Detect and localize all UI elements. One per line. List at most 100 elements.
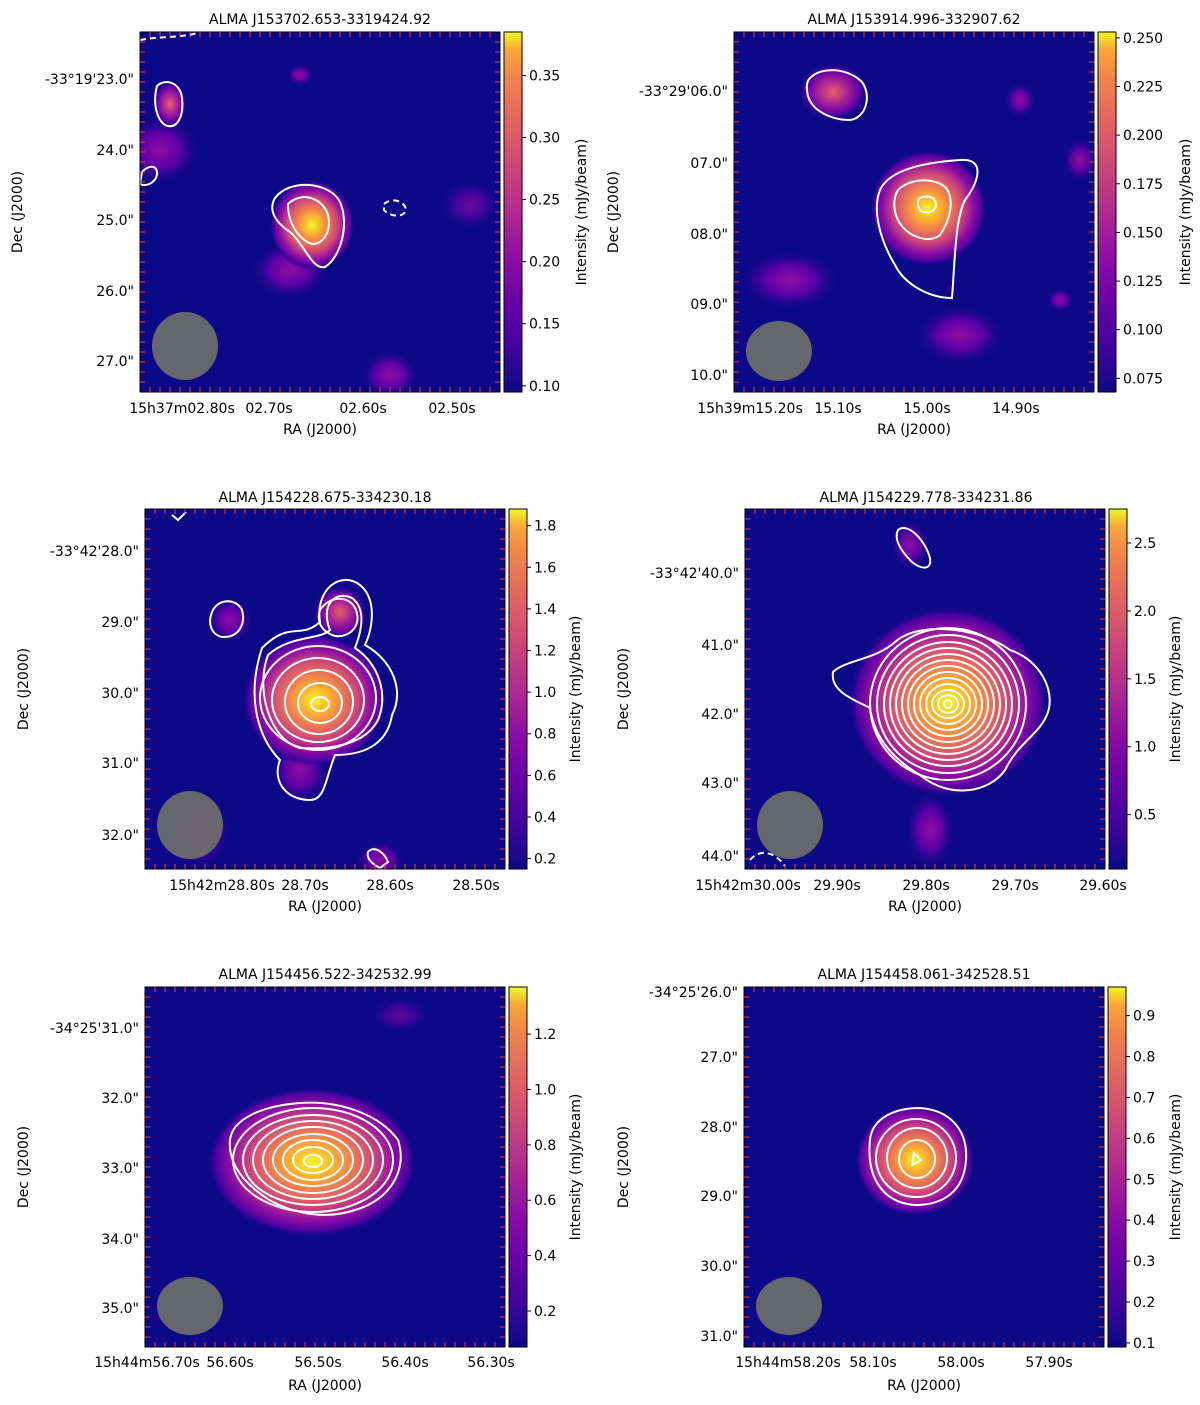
y-tick-label: 30.0" (101, 686, 139, 702)
contour-line (868, 1106, 968, 1207)
contour-line (886, 1127, 948, 1189)
contour-line (931, 689, 965, 719)
colorbar-label: Intensity (mJy/beam) (568, 1094, 584, 1241)
colorbar-tick-label: 0.8 (1133, 1050, 1155, 1066)
y-tick-label: 44.0" (701, 849, 739, 865)
colorbar-tick-label: 1.0 (1134, 740, 1156, 756)
colorbar (503, 31, 523, 393)
contour-line (869, 627, 1027, 781)
y-tick-label: 35.0" (101, 1301, 139, 1317)
colorbar-tick-label: 0.100 (1123, 323, 1163, 339)
emission-companion (152, 80, 188, 128)
contour-line (232, 1107, 394, 1213)
x-tick-label: 28.60s (366, 878, 413, 894)
colorbar-tick-label: 1.2 (534, 644, 556, 660)
contour-line (907, 665, 989, 743)
y-tick-label: 33.0" (101, 1161, 139, 1177)
x-tick-label: 15h37m02.80s (129, 401, 235, 417)
x-tick-label: 58.10s (849, 1355, 896, 1371)
contour-line (286, 196, 330, 246)
y-axis-label: Dec (J2000) (10, 171, 26, 253)
colorbar-tick-label: 0.5 (1134, 808, 1156, 824)
colorbar-tick-label: 0.150 (1123, 225, 1163, 241)
colorbar-tick-label: 1.0 (534, 685, 556, 701)
contour-line (154, 81, 184, 128)
x-tick-label: 56.40s (381, 1355, 428, 1371)
colorbar-tick-label: 0.30 (529, 131, 560, 147)
contour-line (297, 682, 343, 724)
contour-line (889, 647, 1007, 761)
colorbar-tick-label: 0.2 (1133, 1295, 1155, 1311)
y-tick-label: 43.0" (701, 776, 739, 792)
contour-line (831, 627, 1051, 792)
colorbar-tick-label: 0.8 (534, 1138, 556, 1154)
frame-tick-marks (744, 987, 1104, 1347)
colorbar-tick-label: 0.15 (529, 317, 560, 333)
colorbar-tick-label: 0.125 (1123, 274, 1163, 290)
emission-faint (360, 350, 420, 392)
y-tick-label: 34.0" (101, 1232, 139, 1248)
y-axis-label: Dec (J2000) (16, 1126, 32, 1208)
y-axis-label: Dec (J2000) (616, 1126, 632, 1208)
x-axis-label: RA (J2000) (288, 899, 362, 915)
contour-line (310, 696, 330, 712)
colorbar-tick-label: 0.3 (1133, 1254, 1155, 1270)
y-tick-label: -33°19'23.0" (45, 72, 134, 88)
x-tick-label: 56.60s (206, 1355, 253, 1371)
contour-line (317, 597, 359, 638)
colorbar (1108, 508, 1128, 870)
y-tick-label: 31.0" (101, 756, 139, 772)
colorbar (1107, 986, 1127, 1348)
colorbar-tick-label: 0.4 (1133, 1213, 1155, 1229)
x-axis-label: RA (J2000) (288, 1378, 362, 1394)
panel-title: ALMA J154229.778-334231.86 (820, 490, 1033, 506)
colorbar-tick-label: 1.6 (534, 560, 556, 576)
colorbar-label: Intensity (mJy/beam) (574, 139, 590, 286)
colorbar-tick-label: 0.8 (534, 727, 556, 743)
y-tick-label: 27.0" (96, 354, 134, 370)
panel-1: ALMA J153702.653-3319424.92 15h37m02.80s… (10, 12, 590, 438)
y-tick-label: 25.0" (96, 213, 134, 229)
x-tick-label: 57.90s (1025, 1355, 1072, 1371)
x-tick-label: 29.80s (902, 878, 949, 894)
y-tick-label: 10.0" (690, 368, 728, 384)
contour-line (910, 1150, 923, 1167)
colorbar-tick-label: 2.5 (1134, 536, 1156, 552)
panel-3: ALMA J154228.675-334230.18 15h42m28.80s … (16, 490, 584, 915)
colorbar-tick-label: 0.2 (534, 1304, 556, 1320)
colorbar-tick-label: 0.2 (534, 852, 556, 868)
contour-line (242, 1114, 384, 1206)
colorbar (508, 508, 528, 870)
colorbar-label: Intensity (mJy/beam) (1178, 139, 1194, 286)
contour-line (140, 165, 159, 186)
panel-title: ALMA J153914.996-332907.62 (808, 12, 1021, 28)
x-tick-label: 02.70s (245, 401, 292, 417)
x-tick-label: 28.50s (452, 878, 499, 894)
y-axis-label: Dec (J2000) (616, 648, 632, 730)
y-tick-label: 24.0" (96, 143, 134, 159)
emission-faint (370, 997, 430, 1033)
x-tick-label: 15.00s (903, 401, 950, 417)
y-tick-label: 30.0" (700, 1259, 738, 1275)
colorbar-tick-label: 0.6 (1133, 1131, 1155, 1147)
contour-line (366, 848, 390, 869)
colorbar-tick-label: 0.4 (534, 810, 556, 826)
y-tick-label: 32.0" (101, 1091, 139, 1107)
emission-faint (1062, 138, 1094, 182)
x-tick-label: 15h44m56.70s (94, 1355, 200, 1371)
emission-target (270, 180, 354, 270)
contour-line (262, 1126, 364, 1194)
y-tick-label: 28.0" (700, 1120, 738, 1136)
y-tick-label: -33°42'40.0" (650, 566, 739, 582)
emission-faint (1004, 82, 1036, 118)
contour-line (303, 1154, 323, 1168)
contour-line (292, 1146, 334, 1174)
colorbar-tick-label: 0.10 (529, 379, 560, 395)
colorbar-tick-label: 1.8 (534, 519, 556, 535)
heatmap-image (745, 509, 1105, 869)
y-axis-label: Dec (J2000) (16, 648, 32, 730)
colorbar-tick-label: 0.1 (1133, 1336, 1155, 1352)
emission-target (855, 1104, 975, 1216)
colorbar-tick-label: 0.250 (1123, 31, 1163, 47)
